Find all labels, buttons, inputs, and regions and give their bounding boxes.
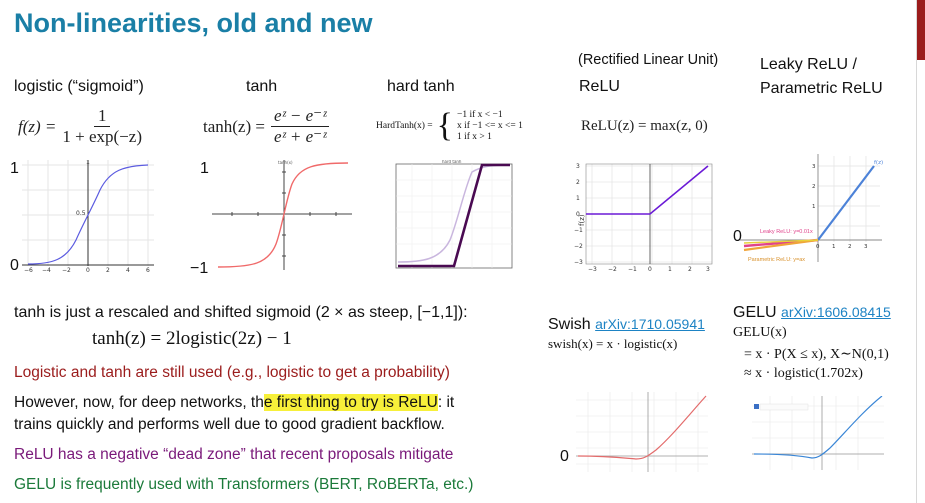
tanh-plot: tanh(x) xyxy=(212,160,352,272)
hardtanh-case-1: −1 if x < −1 xyxy=(457,110,503,120)
header-relu-subtitle: (Rectified Linear Unit) xyxy=(578,52,719,68)
gelu-header: GELU arXiv:1606.08415 xyxy=(733,304,891,322)
formula-logistic-lhs: f(z) = xyxy=(18,116,57,136)
swish-mark-zero: 0 xyxy=(560,448,569,465)
swish-plot xyxy=(576,392,708,472)
svg-text:1: 1 xyxy=(832,244,836,250)
rescaled-text: tanh is just a rescaled and shifted sigm… xyxy=(14,304,468,321)
slide-title: Non-linearities, old and new xyxy=(14,8,373,38)
header-tanh: tanh xyxy=(246,78,278,95)
svg-text:2: 2 xyxy=(576,179,580,186)
hardtanh-case-3: 1 if x > 1 xyxy=(457,132,492,142)
formula-tanh-den: eᶻ + e⁻ᶻ xyxy=(273,127,327,146)
however-text: However, now, for deep networks, the fir… xyxy=(14,394,454,412)
svg-text:−2: −2 xyxy=(62,267,71,272)
however-line2: trains quickly and performs well due to … xyxy=(14,416,445,433)
header-leaky-2: Parametric ReLU xyxy=(760,80,883,97)
formula-hardtanh-lhs: HardTanh(x) = xyxy=(376,121,433,131)
leaky-mark-zero: 0 xyxy=(733,228,742,245)
svg-text:−2: −2 xyxy=(574,243,583,250)
svg-text:2: 2 xyxy=(688,266,692,272)
formula-tanh: tanh(z) = eᶻ − e⁻ᶻ eᶻ + e⁻ᶻ xyxy=(203,106,330,147)
svg-text:−3: −3 xyxy=(574,259,583,266)
formula-relu: ReLU(z) = max(z, 0) xyxy=(581,118,708,134)
svg-text:0.5: 0.5 xyxy=(76,210,86,217)
rescaled-formula: tanh(z) = 2logistic(2z) − 1 xyxy=(92,328,292,349)
header-logistic: logistic (“sigmoid”) xyxy=(14,78,144,95)
gelu-formula-1: GELU(x) xyxy=(733,325,787,340)
svg-text:4: 4 xyxy=(126,267,130,272)
swish-header: Swish arXiv:1710.05941 xyxy=(548,316,705,334)
svg-text:2: 2 xyxy=(106,267,110,272)
relu-plot: −3 −2 −1 0 1 2 3 3 2 1 0 −1 −2 −3 f(z) xyxy=(572,160,714,272)
logistic-plot: 0.5 1 −6 −4 −2 0 2 4 6 xyxy=(22,160,154,272)
svg-text:1: 1 xyxy=(576,195,580,202)
svg-text:f(z): f(z) xyxy=(874,160,883,166)
gelu-formula-3: ≈ x · logistic(1.702x) xyxy=(744,366,863,381)
header-relu: ReLU xyxy=(579,78,620,95)
svg-text:2: 2 xyxy=(848,244,852,250)
header-leaky-1: Leaky ReLU / xyxy=(760,56,857,73)
svg-text:0: 0 xyxy=(648,266,652,272)
hardtanh-plot: hard tanh xyxy=(392,160,516,274)
svg-text:−1: −1 xyxy=(574,227,583,234)
svg-text:1: 1 xyxy=(86,160,90,166)
however-pre: However, now, for deep networks, th xyxy=(14,394,264,411)
tanh-mark-bottom: −1 xyxy=(190,260,209,277)
gelu-plot xyxy=(752,396,884,470)
logistic-mark-top: 1 xyxy=(10,160,19,177)
formula-hardtanh: HardTanh(x) = { −1 if x < −1 x if −1 <= … xyxy=(376,107,523,144)
formula-logistic: f(z) = 1 1 + exp(−z) xyxy=(18,106,142,147)
svg-text:6: 6 xyxy=(146,267,150,272)
gelu-formula-2: = x · P(X ≤ x), X∼N(0,1) xyxy=(744,347,889,362)
formula-tanh-num: eᶻ − e⁻ᶻ xyxy=(270,106,330,127)
svg-text:0: 0 xyxy=(816,244,820,250)
svg-text:2: 2 xyxy=(812,184,816,190)
gelu-note-text: GELU is frequently used with Transformer… xyxy=(14,476,474,493)
svg-text:−3: −3 xyxy=(588,266,597,272)
svg-text:−1: −1 xyxy=(628,266,637,272)
leaky-legend-leaky: Leaky ReLU: y=0.01x xyxy=(760,229,813,235)
svg-text:tanh(x): tanh(x) xyxy=(278,160,293,165)
leaky-relu-plot: 0 1 2 3 3 2 1 f(z) xyxy=(740,152,890,268)
svg-text:3: 3 xyxy=(864,244,868,250)
swish-formula: swish(x) = x · logistic(x) xyxy=(548,336,678,351)
svg-text:−4: −4 xyxy=(42,267,51,272)
gelu-label: GELU xyxy=(733,304,777,321)
svg-text:−6: −6 xyxy=(24,267,33,272)
swish-arxiv-link[interactable]: arXiv:1710.05941 xyxy=(595,316,705,332)
svg-text:1: 1 xyxy=(812,204,816,210)
svg-text:3: 3 xyxy=(706,266,710,272)
svg-text:hard tanh: hard tanh xyxy=(442,160,462,164)
header-hardtanh: hard tanh xyxy=(387,78,455,95)
svg-text:3: 3 xyxy=(812,164,816,170)
svg-text:0: 0 xyxy=(86,267,90,272)
formula-logistic-den: 1 + exp(−z) xyxy=(62,127,142,146)
still-used-text: Logistic and tanh are still used (e.g., … xyxy=(14,364,450,381)
svg-text:1: 1 xyxy=(668,266,672,272)
accent-bar xyxy=(917,0,925,60)
svg-text:3: 3 xyxy=(576,163,580,170)
tanh-mark-top: 1 xyxy=(200,160,209,177)
svg-text:f(z): f(z) xyxy=(578,214,586,226)
dead-zone-text: ReLU has a negative “dead zone” that rec… xyxy=(14,446,454,463)
hardtanh-case-2: x if −1 <= x <= 1 xyxy=(457,121,523,131)
leaky-legend-param: Parametric ReLU: y=ax xyxy=(748,257,806,263)
svg-text:0: 0 xyxy=(576,211,580,218)
logistic-mark-bottom: 0 xyxy=(10,257,19,274)
svg-text:−2: −2 xyxy=(608,266,617,272)
swish-label: Swish xyxy=(548,316,591,333)
gelu-arxiv-link[interactable]: arXiv:1606.08415 xyxy=(781,304,891,320)
however-highlight: e first thing to try is ReLU xyxy=(263,394,438,411)
formula-logistic-num: 1 xyxy=(93,106,111,127)
formula-tanh-lhs: tanh(z) = xyxy=(203,116,265,136)
divider xyxy=(916,0,917,503)
however-post: : it xyxy=(437,394,455,411)
